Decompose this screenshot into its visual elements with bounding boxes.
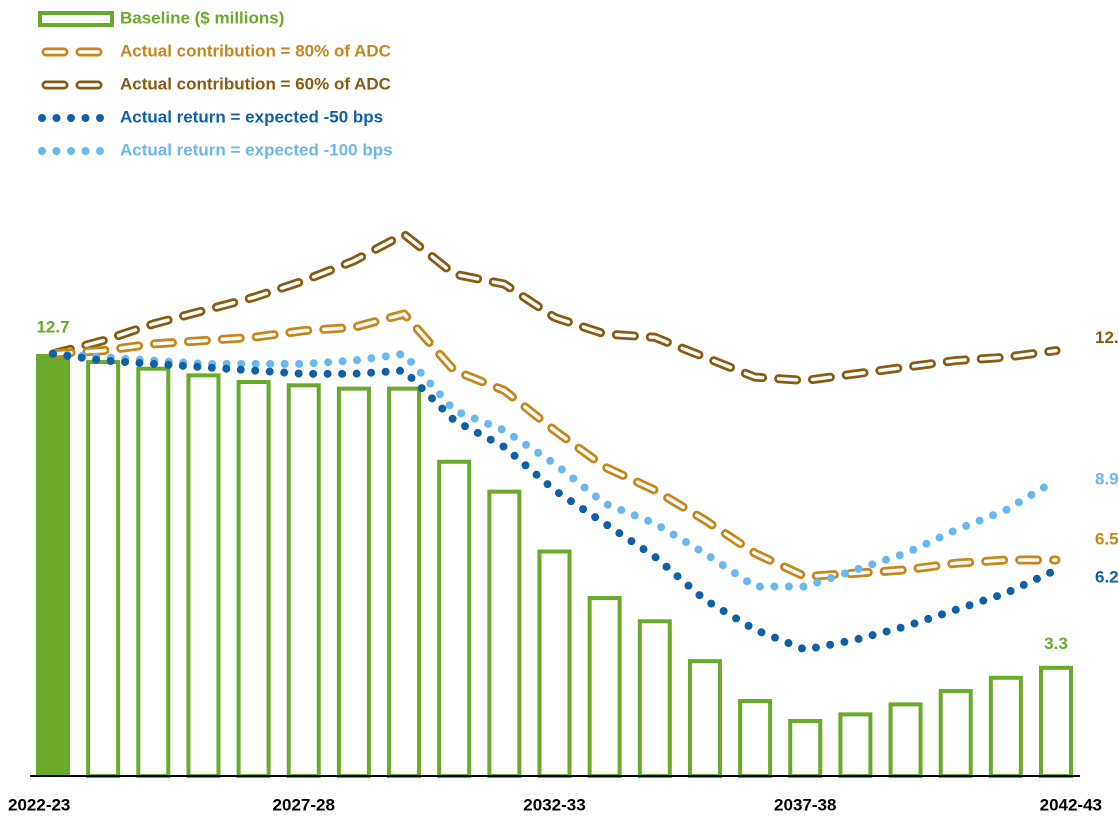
legend-label: Actual return = expected -100 bps: [120, 140, 393, 159]
legend-label: Baseline ($ millions): [120, 8, 284, 27]
value-label: 12.8: [1095, 328, 1119, 347]
line-series: [48, 229, 1061, 385]
bar-fill: [36, 353, 70, 776]
value-label: 3.3: [1044, 634, 1068, 653]
bar: [136, 366, 171, 778]
bar: [988, 675, 1023, 779]
legend-label: Actual contribution = 80% of ADC: [120, 41, 391, 60]
x-tick-label: 2022-23: [8, 795, 70, 814]
bar: [387, 386, 422, 778]
bar: [487, 489, 522, 778]
legend-swatch: [38, 11, 114, 27]
x-tick-label: 2027-28: [273, 795, 335, 814]
line-series: [49, 349, 1060, 654]
legend-label: Actual return = expected -50 bps: [120, 107, 383, 126]
legend-label: Actual contribution = 60% of ADC: [120, 74, 391, 93]
bar: [336, 386, 371, 778]
value-label: 6.2: [1095, 567, 1119, 586]
x-tick-label: 2037-38: [774, 795, 836, 814]
bar: [938, 689, 973, 779]
bar: [86, 360, 121, 778]
bar: [1039, 665, 1073, 779]
bar: [687, 659, 722, 778]
bar: [236, 380, 271, 778]
line-series: [49, 349, 1060, 591]
line-series-inner: [51, 312, 1058, 579]
value-label: 8.9: [1095, 470, 1119, 489]
bar: [888, 702, 923, 778]
bar: [437, 459, 472, 778]
bar: [537, 549, 572, 778]
line-series-inner: [51, 232, 1058, 383]
value-label: 6.5: [1095, 529, 1119, 548]
bar: [286, 383, 321, 778]
bar: [587, 596, 622, 778]
bar: [788, 719, 823, 778]
bar: [637, 619, 672, 779]
bar: [738, 699, 773, 779]
value-label: 12.7: [36, 317, 69, 336]
bar: [838, 712, 873, 779]
x-tick-label: 2032-33: [523, 795, 585, 814]
bar: [186, 373, 221, 778]
x-tick-label: 2042-43: [1040, 795, 1102, 814]
